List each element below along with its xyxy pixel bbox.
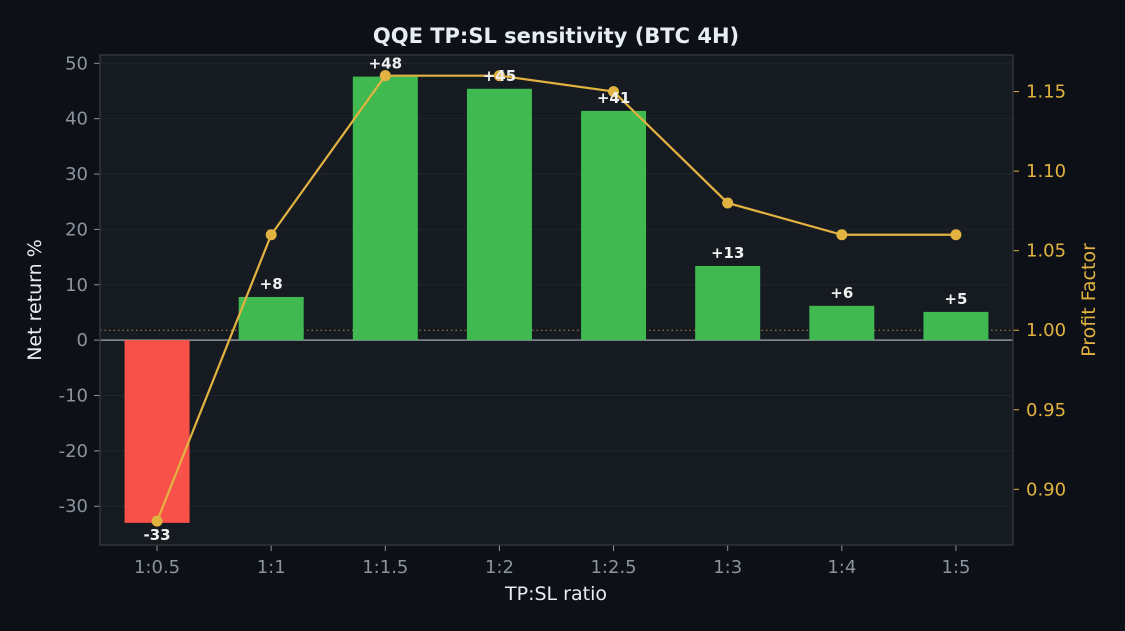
x-tick-label: 1:4 (827, 557, 856, 578)
profit-factor-point (379, 70, 391, 82)
y-tick-label: 10 (65, 275, 88, 296)
profit-factor-point (836, 229, 848, 241)
bar-value-label: +41 (597, 89, 630, 107)
x-tick-label: 1:3 (713, 557, 742, 578)
profit-factor-point (493, 70, 505, 82)
bar (695, 265, 761, 341)
y-tick-label: 0 (77, 330, 88, 351)
chart-title: QQE TP:SL sensitivity (BTC 4H) (373, 24, 739, 48)
x-tick-label: 1:1 (257, 557, 286, 578)
y-tick-label: 20 (65, 219, 88, 240)
bar (581, 110, 647, 341)
bar-value-label: +8 (260, 275, 283, 293)
y2-tick-label: 1.00 (1026, 320, 1066, 341)
bar-value-label: -33 (144, 526, 171, 544)
x-tick-label: 1:2 (485, 557, 514, 578)
bar (923, 311, 989, 341)
y-tick-label: -10 (59, 386, 88, 407)
profit-factor-point (722, 197, 734, 209)
bar (466, 88, 532, 341)
bar (124, 340, 190, 523)
plot-frame (99, 54, 1014, 546)
bar-value-label: +6 (830, 284, 853, 302)
x-tick-label: 1:0.5 (134, 557, 180, 578)
bar-value-label: +48 (369, 55, 402, 73)
profit-factor-point (950, 229, 962, 241)
plot-area (100, 55, 1013, 545)
y2-axis-label: Profit Factor (1078, 243, 1100, 357)
bar (809, 305, 875, 341)
y2-tick-label: 1.05 (1026, 241, 1066, 262)
profit-factor-point (265, 229, 277, 241)
y-axis-label: Net return % (24, 239, 46, 361)
y-tick-label: -30 (59, 496, 88, 517)
y-tick-label: 50 (65, 53, 88, 74)
bar-value-label: +13 (711, 244, 744, 262)
y2-tick-label: 0.95 (1026, 400, 1066, 421)
x-tick-label: 1:1.5 (362, 557, 408, 578)
y-tick-label: 30 (65, 164, 88, 185)
y-tick-label: 40 (65, 109, 88, 130)
y2-tick-label: 1.15 (1026, 82, 1066, 103)
profit-factor-point (151, 515, 163, 527)
bar (352, 76, 418, 341)
profit-factor-point (608, 86, 620, 98)
x-tick-label: 1:5 (941, 557, 970, 578)
x-axis-label: TP:SL ratio (504, 583, 607, 605)
bar-value-label: +45 (483, 67, 516, 85)
y-tick-label: -20 (59, 441, 88, 462)
y2-tick-label: 1.10 (1026, 161, 1066, 182)
profit-factor-line (156, 74, 956, 522)
bar-value-label: +5 (944, 290, 967, 308)
y2-tick-label: 0.90 (1026, 479, 1066, 500)
x-tick-label: 1:2.5 (590, 557, 636, 578)
bar (238, 296, 304, 341)
